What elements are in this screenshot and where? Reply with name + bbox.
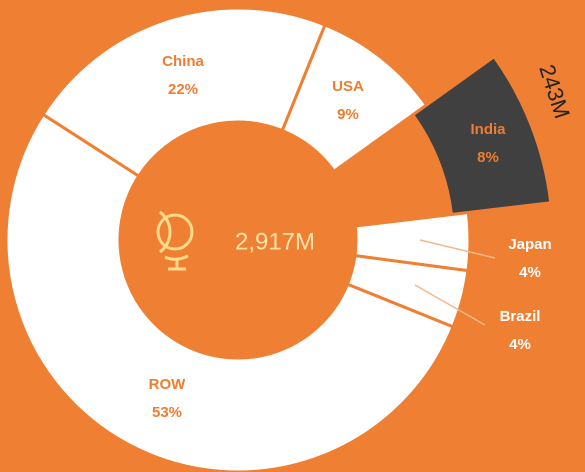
category-label: China xyxy=(162,53,204,70)
slices xyxy=(4,6,553,472)
value-label: 4% xyxy=(519,264,541,281)
category-label: Brazil xyxy=(500,308,541,325)
leader-line xyxy=(419,239,496,259)
category-label: Japan xyxy=(508,236,551,253)
value-label: 4% xyxy=(509,336,531,353)
slice xyxy=(410,54,553,217)
category-label: USA xyxy=(332,78,364,95)
value-label: 8% xyxy=(477,149,499,166)
category-label: ROW xyxy=(149,376,187,393)
value-label: 9% xyxy=(337,106,359,123)
value-label: 53% xyxy=(152,404,182,421)
leader-line xyxy=(414,284,486,326)
globe-icon xyxy=(156,210,194,271)
category-label: India xyxy=(470,121,506,138)
slice xyxy=(4,112,456,472)
slice xyxy=(40,6,327,179)
center-label: 2,917M xyxy=(235,228,315,255)
value-label: 22% xyxy=(168,81,198,98)
